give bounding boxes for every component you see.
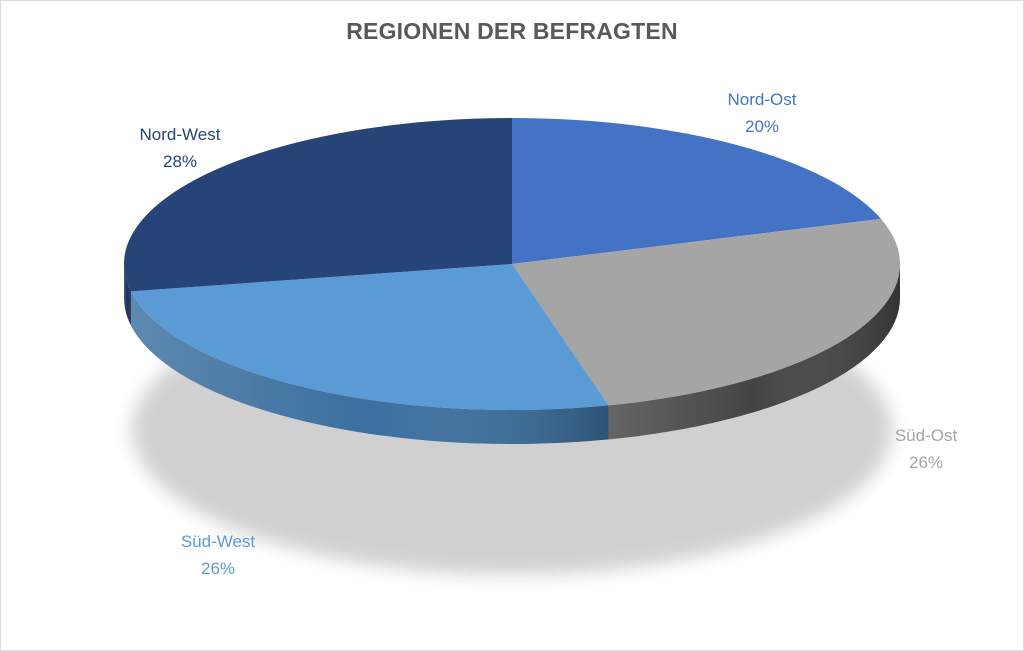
slice-value-nord-west: 28% bbox=[163, 152, 197, 171]
pie-side-shade-sud-west bbox=[130, 291, 609, 444]
slice-value-sud-ost: 26% bbox=[909, 453, 943, 472]
pie-slice-sud-west bbox=[130, 264, 609, 410]
pie-slice-sud-ost bbox=[512, 218, 901, 406]
slice-label-sud-west: Süd-West bbox=[181, 532, 256, 551]
slice-label-nord-west: Nord-West bbox=[140, 125, 221, 144]
slice-value-nord-ost: 20% bbox=[745, 117, 779, 136]
slice-label-nord-ost: Nord-Ost bbox=[728, 90, 797, 109]
pie-tops bbox=[123, 118, 901, 410]
chart-title: REGIONEN DER BEFRAGTEN bbox=[346, 18, 678, 44]
slice-value-sud-west: 26% bbox=[201, 559, 235, 578]
pie-slice-nord-ost bbox=[512, 118, 882, 264]
pie-side-shade-sud-ost bbox=[608, 264, 900, 440]
pie-labels: Nord-Ost 20% Süd-Ost 26% Süd-West 26% Nord-Wes… bbox=[140, 90, 958, 578]
slice-label-sud-ost: Süd-Ost bbox=[895, 426, 958, 445]
pie-slice-nord-west bbox=[123, 118, 513, 292]
pie-side-shade-nord-west bbox=[124, 264, 131, 326]
pie-sides bbox=[124, 264, 900, 444]
